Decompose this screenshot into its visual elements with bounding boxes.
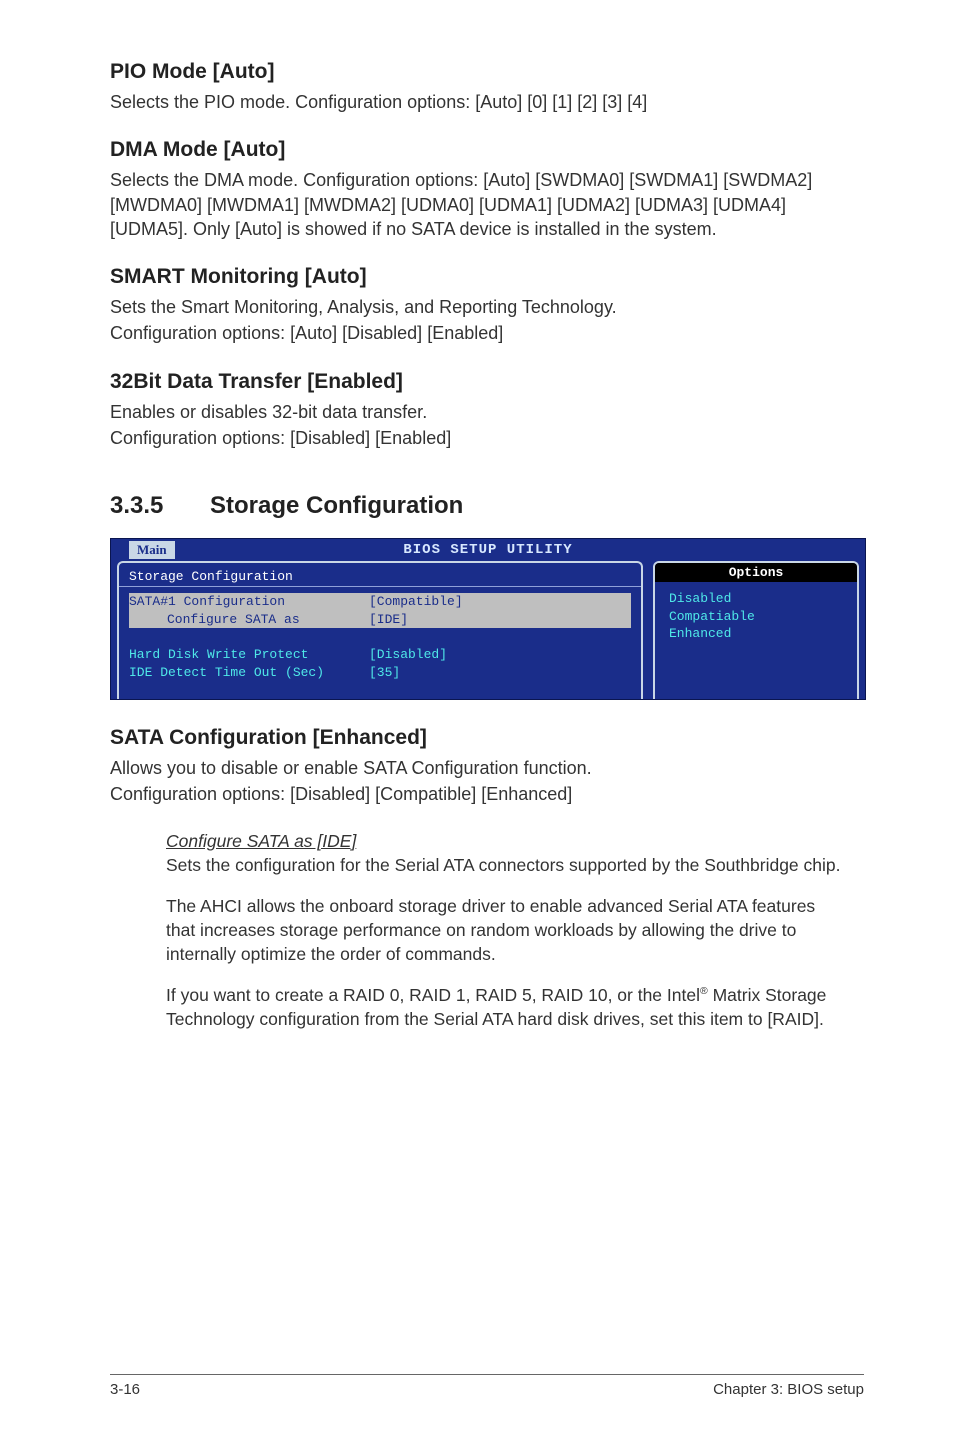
smart-body-2: Configuration options: [Auto] [Disabled]… (110, 321, 864, 345)
bios-option: Disabled (669, 590, 843, 608)
bios-row-label: Configure SATA as (129, 611, 369, 629)
bios-row-spacer (119, 628, 641, 646)
bios-row-value: [Disabled] (369, 646, 631, 664)
sata-config-body-1: Allows you to disable or enable SATA Con… (110, 756, 864, 780)
bios-option: Compatiable (669, 608, 843, 626)
bios-row-value: [Compatible] (369, 593, 631, 611)
smart-heading: SMART Monitoring [Auto] (110, 265, 864, 289)
configure-sata-p2: The AHCI allows the onboard storage driv… (166, 895, 844, 966)
bios-row-label: Hard Disk Write Protect (129, 646, 369, 664)
bios-left-panel: Storage Configuration SATA#1 Configurati… (117, 561, 643, 699)
bios-row-label: IDE Detect Time Out (Sec) (129, 664, 369, 682)
32bit-body-2: Configuration options: [Disabled] [Enabl… (110, 426, 864, 450)
bios-row: Configure SATA as [IDE] (119, 611, 641, 629)
bios-row-value: [35] (369, 664, 631, 682)
section-number: 3.3.5 (110, 492, 210, 520)
sata-config-body-2: Configuration options: [Disabled] [Compa… (110, 782, 864, 806)
bios-title: BIOS SETUP UTILITY (403, 542, 572, 558)
configure-sata-p1: Sets the configuration for the Serial AT… (166, 854, 844, 878)
bios-row-label: SATA#1 Configuration (129, 593, 369, 611)
pio-mode-body: Selects the PIO mode. Configuration opti… (110, 90, 864, 114)
bios-row: Hard Disk Write Protect [Disabled] (119, 646, 641, 664)
bios-option: Enhanced (669, 625, 843, 643)
bios-row: IDE Detect Time Out (Sec) [35] (119, 664, 641, 682)
chapter-label: Chapter 3: BIOS setup (713, 1381, 864, 1398)
dma-mode-body: Selects the DMA mode. Configuration opti… (110, 168, 864, 241)
configure-sata-subhead: Configure SATA as [IDE] (166, 831, 844, 852)
page-footer: 3-16 Chapter 3: BIOS setup (110, 1374, 864, 1398)
registered-mark: ® (700, 985, 708, 997)
bios-screenshot: Main BIOS SETUP UTILITY Storage Configur… (110, 538, 866, 700)
configure-sata-p3: If you want to create a RAID 0, RAID 1, … (166, 984, 844, 1031)
sata-config-heading: SATA Configuration [Enhanced] (110, 726, 864, 750)
section-title: Storage Configuration (210, 492, 463, 519)
bios-tab-main: Main (129, 541, 175, 559)
bios-options-heading: Options (655, 563, 857, 582)
dma-mode-heading: DMA Mode [Auto] (110, 138, 864, 162)
page-number: 3-16 (110, 1381, 140, 1398)
raid-text-a: If you want to create a RAID 0, RAID 1, … (166, 985, 700, 1005)
32bit-body-1: Enables or disables 32-bit data transfer… (110, 400, 864, 424)
storage-config-heading: 3.3.5Storage Configuration (110, 492, 864, 520)
32bit-heading: 32Bit Data Transfer [Enabled] (110, 370, 864, 394)
bios-left-heading: Storage Configuration (119, 567, 641, 587)
bios-right-panel: Options Disabled Compatiable Enhanced (653, 561, 859, 699)
bios-row-value: [IDE] (369, 611, 631, 629)
pio-mode-heading: PIO Mode [Auto] (110, 60, 864, 84)
bios-row: SATA#1 Configuration [Compatible] (119, 593, 641, 611)
smart-body-1: Sets the Smart Monitoring, Analysis, and… (110, 295, 864, 319)
